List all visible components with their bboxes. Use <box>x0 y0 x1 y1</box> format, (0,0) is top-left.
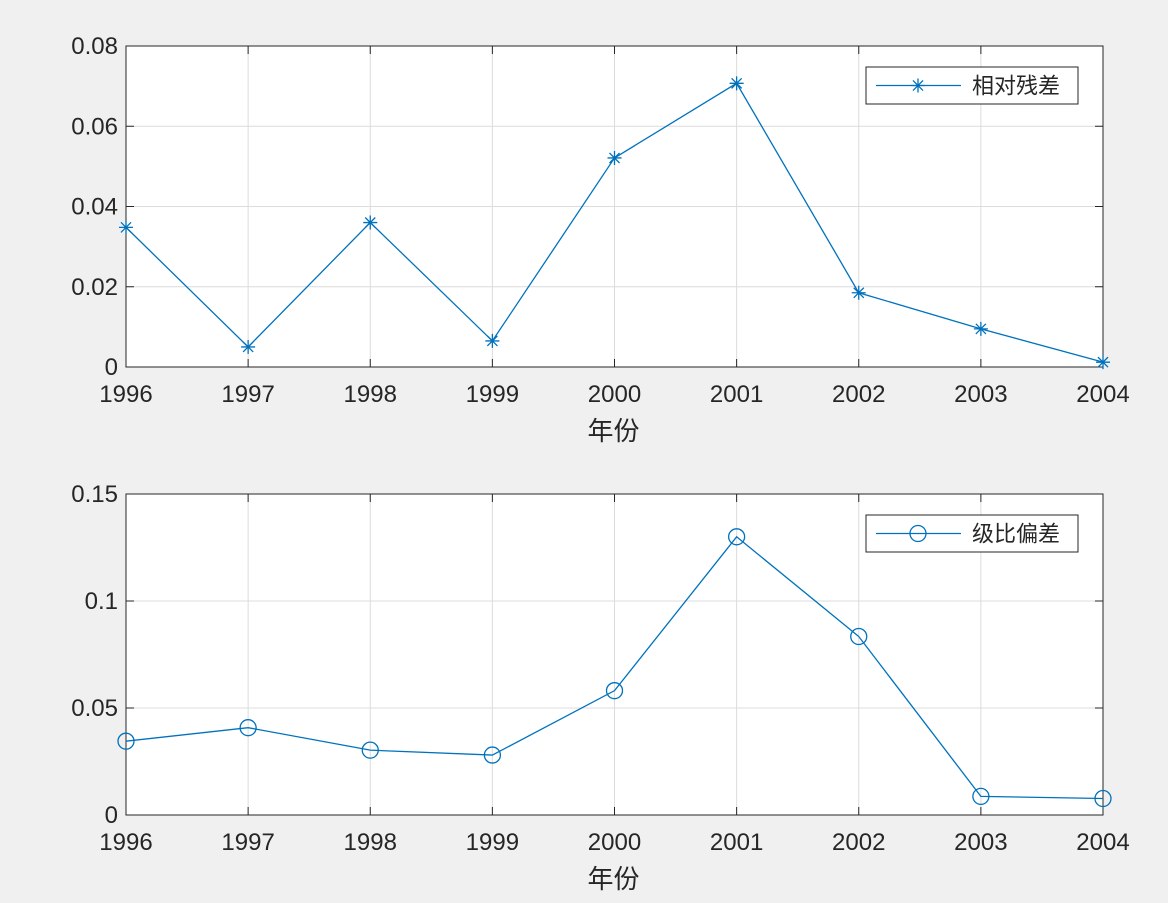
data-point <box>729 76 744 91</box>
data-point <box>239 719 257 737</box>
x-tick-label: 1999 <box>466 829 519 856</box>
y-tick-label: 0.02 <box>71 274 118 301</box>
y-tick-label: 0.15 <box>71 481 118 508</box>
data-point <box>605 682 624 700</box>
x-tick-label: 2004 <box>1076 381 1129 408</box>
data-point <box>1094 789 1112 808</box>
data-point <box>363 215 378 230</box>
y-tick-label: 0 <box>105 354 118 381</box>
series-line <box>125 535 1104 800</box>
data-point <box>1096 355 1110 370</box>
x-tick-label: 2001 <box>710 381 763 408</box>
data-point <box>241 339 256 354</box>
data-point <box>483 746 502 764</box>
y-tick-label: 0.08 <box>71 33 118 60</box>
tick-marks <box>125 493 1104 816</box>
y-tick-label: 0.04 <box>71 194 118 221</box>
y-tick-label: 0.06 <box>71 113 118 140</box>
data-point <box>972 787 990 806</box>
legend-label: 级比偏差 <box>972 522 1060 547</box>
y-tick-label: 0.1 <box>85 588 118 615</box>
data-point <box>727 528 746 546</box>
data-point <box>361 741 379 759</box>
data-point <box>485 333 500 348</box>
subplot-2: 1996 1997 1998 1999 2000 2001 2002 2003 2004 0 0.0… <box>71 481 1129 894</box>
x-axis-label: 年份 <box>587 416 639 446</box>
y-tick-label: 0 <box>105 802 118 829</box>
data-point <box>117 732 135 750</box>
data-point <box>973 321 988 336</box>
x-tick-label: 2002 <box>832 829 885 856</box>
x-tick-label: 1996 <box>99 829 152 856</box>
x-tick-label: 2002 <box>832 381 885 408</box>
legend-marker <box>909 524 927 543</box>
x-tick-label: 2003 <box>954 829 1007 856</box>
x-tick-label: 2001 <box>710 829 763 856</box>
data-point <box>119 220 133 235</box>
x-tick-label: 1996 <box>99 381 152 408</box>
legend-label: 相对残差 <box>972 74 1060 99</box>
legend: 相对残差 <box>865 66 1079 105</box>
data-point <box>850 627 868 646</box>
x-tick-label: 2000 <box>588 381 641 408</box>
data-point <box>851 285 866 300</box>
x-tick-label: 2000 <box>588 829 641 856</box>
x-tick-label: 2003 <box>954 381 1007 408</box>
data-point <box>607 150 622 165</box>
y-tick-label: 0.05 <box>71 695 118 722</box>
x-tick-label: 1998 <box>344 829 397 856</box>
x-tick-label: 2004 <box>1076 829 1129 856</box>
legend: 级比偏差 <box>865 514 1079 553</box>
x-tick-label: 1998 <box>344 381 397 408</box>
subplot-1: 1996 1997 1998 1999 2000 2001 2002 2003 2004 0 0.0… <box>71 33 1129 446</box>
x-tick-label: 1997 <box>221 381 274 408</box>
x-tick-label: 1999 <box>466 381 519 408</box>
x-tick-label: 1997 <box>221 829 274 856</box>
x-axis-label: 年份 <box>587 864 639 894</box>
legend-marker <box>911 78 925 93</box>
